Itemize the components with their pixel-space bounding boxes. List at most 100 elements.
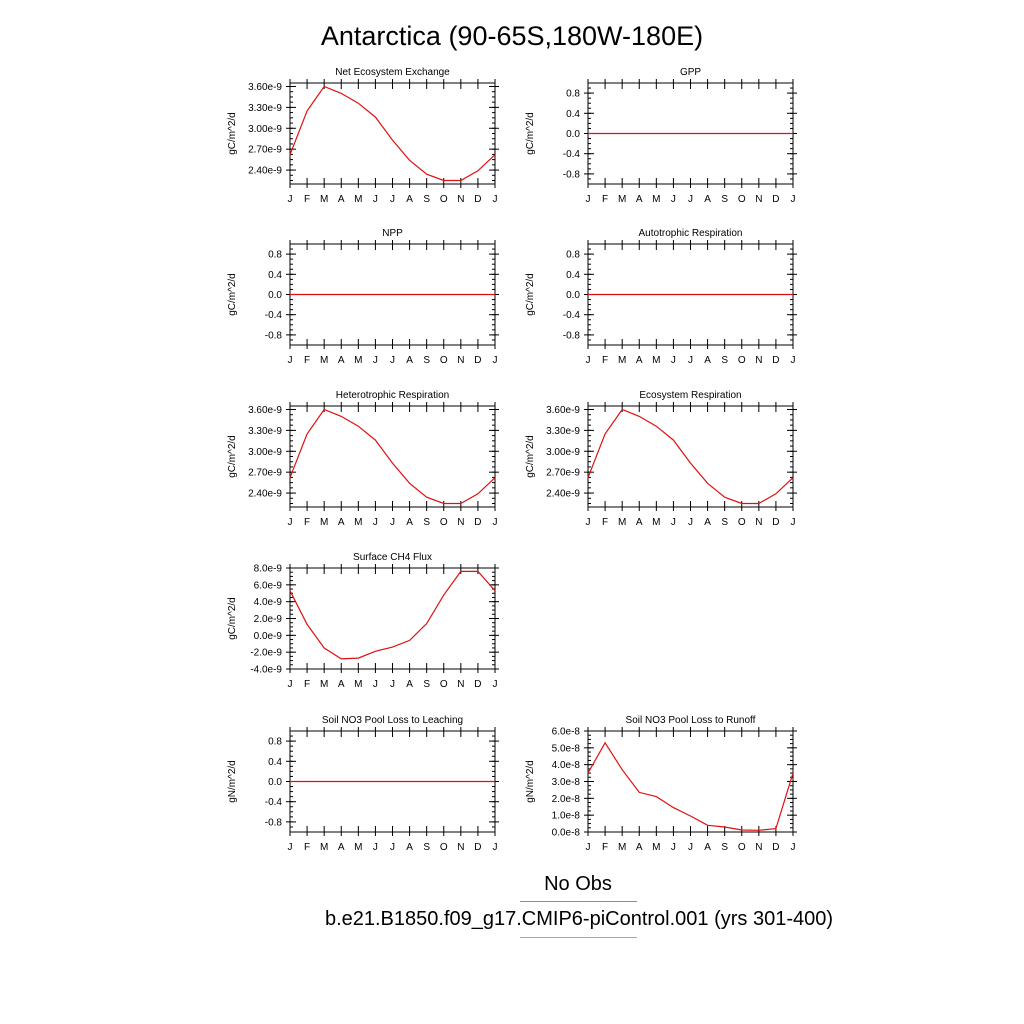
- x-tick-label: J: [493, 355, 498, 366]
- x-tick-label: A: [406, 842, 413, 853]
- x-tick-label: J: [791, 194, 796, 205]
- x-tick-label: N: [457, 355, 464, 366]
- x-tick-label: A: [338, 517, 345, 528]
- x-tick-label: A: [406, 517, 413, 528]
- panel-title: Heterotrophic Respiration: [336, 390, 449, 401]
- x-tick-label: O: [440, 679, 448, 690]
- x-tick-label: S: [423, 679, 430, 690]
- x-tick-label: A: [636, 355, 643, 366]
- x-tick-label: J: [373, 355, 378, 366]
- y-tick-label: -0.8: [563, 169, 581, 180]
- x-tick-label: J: [288, 679, 293, 690]
- x-tick-label: J: [493, 517, 498, 528]
- panel-title: Soil NO3 Pool Loss to Runoff: [626, 715, 756, 726]
- y-tick-label: 0.8: [268, 737, 282, 748]
- x-tick-label: J: [390, 194, 395, 205]
- y-axis-label: gN/m^2/d: [525, 760, 536, 803]
- x-tick-label: M: [652, 194, 660, 205]
- x-tick-label: J: [390, 842, 395, 853]
- x-tick-label: F: [602, 355, 608, 366]
- y-tick-label: 0.8: [268, 250, 282, 261]
- x-tick-label: A: [338, 842, 345, 853]
- x-tick-label: N: [457, 679, 464, 690]
- x-tick-label: J: [288, 355, 293, 366]
- x-tick-label: M: [354, 517, 362, 528]
- x-tick-label: J: [493, 842, 498, 853]
- x-tick-label: O: [440, 194, 448, 205]
- x-tick-label: J: [688, 517, 693, 528]
- y-axis-label: gC/m^2/d: [525, 273, 536, 316]
- series-line: [289, 85, 496, 182]
- x-tick-label: J: [586, 517, 591, 528]
- y-tick-label: 3.30e-9: [546, 426, 580, 437]
- x-tick-label: J: [586, 194, 591, 205]
- x-tick-label: A: [338, 194, 345, 205]
- x-tick-label: A: [704, 355, 711, 366]
- x-tick-label: M: [652, 355, 660, 366]
- legend-obs-label: No Obs: [544, 873, 612, 895]
- x-tick-label: J: [586, 842, 591, 853]
- x-tick-label: F: [602, 194, 608, 205]
- x-tick-label: F: [304, 355, 310, 366]
- x-tick-label: S: [423, 194, 430, 205]
- x-tick-label: O: [738, 517, 746, 528]
- x-tick-label: N: [755, 842, 762, 853]
- x-tick-label: F: [602, 842, 608, 853]
- y-tick-label: 0.4: [566, 109, 580, 120]
- y-tick-label: 3.0e-8: [552, 777, 581, 788]
- y-tick-label: 3.60e-9: [248, 405, 282, 416]
- y-tick-label: 0.4: [566, 270, 580, 281]
- x-tick-label: S: [423, 517, 430, 528]
- y-tick-label: 3.00e-9: [546, 447, 580, 458]
- plot-frame: [587, 730, 794, 833]
- y-axis-label: gC/m^2/d: [227, 597, 238, 640]
- series-line: [289, 570, 496, 660]
- x-tick-label: O: [738, 842, 746, 853]
- panel-title: Net Ecosystem Exchange: [335, 67, 450, 78]
- plot-frame: [289, 567, 496, 670]
- y-tick-label: 2.40e-9: [248, 489, 282, 500]
- x-tick-label: O: [440, 517, 448, 528]
- x-tick-label: A: [636, 194, 643, 205]
- x-tick-label: J: [671, 517, 676, 528]
- x-tick-label: J: [390, 679, 395, 690]
- x-tick-label: S: [423, 842, 430, 853]
- y-axis-label: gC/m^2/d: [525, 112, 536, 155]
- x-tick-label: S: [721, 194, 728, 205]
- series-line: [289, 408, 496, 505]
- x-tick-label: M: [320, 194, 328, 205]
- y-tick-label: 0.4: [268, 270, 282, 281]
- y-tick-label: -0.8: [265, 330, 283, 341]
- x-tick-label: J: [586, 355, 591, 366]
- x-tick-label: D: [772, 517, 779, 528]
- x-tick-label: J: [373, 679, 378, 690]
- y-tick-label: 1.0e-8: [552, 811, 581, 822]
- y-tick-label: 6.0e-8: [552, 727, 581, 738]
- panel-9: Soil NO3 Pool Loss to Runoff gN/m^2/d J F M A…: [525, 715, 797, 853]
- x-tick-label: F: [304, 194, 310, 205]
- x-tick-label: D: [772, 355, 779, 366]
- x-tick-label: J: [373, 194, 378, 205]
- y-tick-label: 0.8: [566, 89, 580, 100]
- plot-frame: [587, 405, 794, 508]
- y-tick-label: 2.0e-8: [552, 794, 581, 805]
- y-tick-label: 3.60e-9: [248, 82, 282, 93]
- x-tick-label: A: [636, 842, 643, 853]
- y-tick-label: -4.0e-9: [250, 665, 282, 676]
- x-tick-label: D: [772, 842, 779, 853]
- x-tick-label: M: [354, 355, 362, 366]
- y-tick-label: 4.0e-9: [254, 597, 283, 608]
- x-tick-label: D: [772, 194, 779, 205]
- x-tick-label: J: [390, 355, 395, 366]
- x-tick-label: M: [618, 842, 626, 853]
- y-axis-label: gC/m^2/d: [227, 273, 238, 316]
- x-tick-label: N: [755, 517, 762, 528]
- x-tick-label: M: [354, 679, 362, 690]
- x-tick-label: N: [457, 517, 464, 528]
- y-tick-label: 5.0e-8: [552, 743, 581, 754]
- x-tick-label: A: [338, 679, 345, 690]
- x-tick-label: A: [704, 194, 711, 205]
